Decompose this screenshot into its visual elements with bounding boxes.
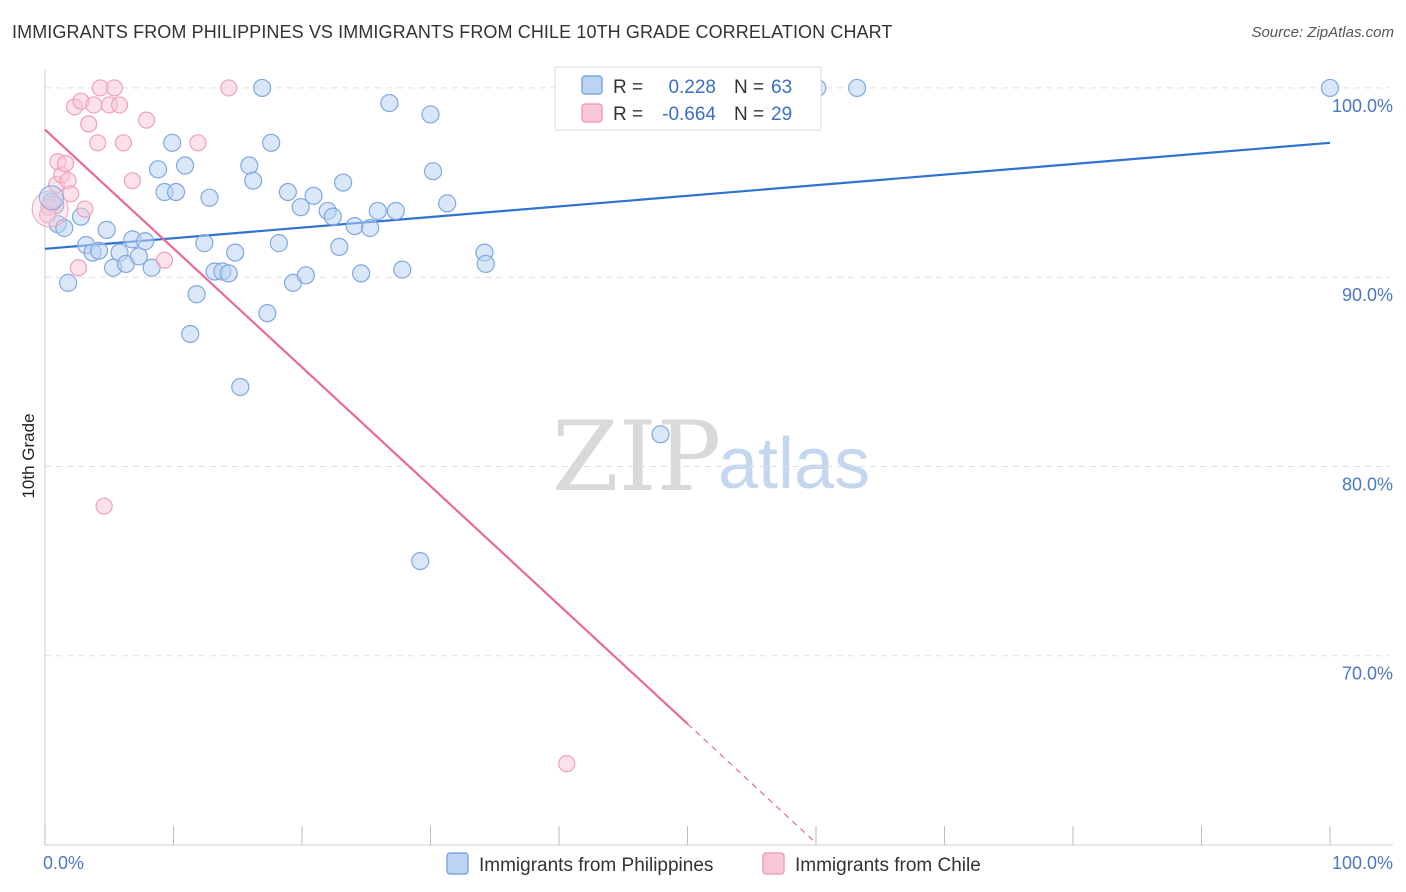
philippines-point [651,425,670,444]
philippines-cluster-point [38,185,64,211]
chile-n-value: 29 [771,104,792,125]
chile-point [85,96,103,114]
data-points [31,78,1340,773]
philippines-point [226,243,245,262]
philippines-point [361,218,380,238]
chile-point [56,155,75,173]
philippines-point [438,194,457,213]
philippines-point [296,266,315,285]
chile-point [105,79,123,97]
legend-philippines-label: Immigrants from Philippines [479,855,713,876]
philippines-point [269,234,288,253]
philippines-point [163,133,182,152]
philippines-point [278,182,297,202]
philippines-point [848,78,867,98]
y-tick-label: 100.0% [1332,96,1393,116]
philippines-point [175,156,195,175]
philippines-point [97,220,116,239]
philippines-point [368,201,387,221]
y-tick-labels: 70.0% 80.0% 90.0% 100.0% [1332,96,1393,684]
stats-legend: R = 0.228 N = 63 R = -0.664 N = 29 [554,66,822,131]
philippines-point [166,182,186,202]
chile-point [189,134,207,152]
chile-point [76,200,94,218]
philippines-point [258,304,277,323]
philippines-swatch [581,75,603,95]
chile-point [155,251,174,269]
philippines-point [262,133,281,152]
chile-point [558,755,576,773]
trendlines [44,128,1331,844]
philippines-r-label: R = [613,77,643,98]
chile-swatch [581,103,603,123]
philippines-point [345,216,364,236]
philippines-point [380,93,399,113]
chile-point [123,172,141,190]
philippines-point [244,171,263,190]
y-axis-title: 10th Grade [19,413,38,498]
philippines-point [421,105,440,124]
philippines-point [253,78,272,98]
y-tick-label: 90.0% [1342,285,1393,305]
x-tick-label-min: 0.0% [43,853,84,873]
watermark-zip: ZIP [552,401,721,513]
chile-point [69,259,88,277]
philippines-point [352,264,371,283]
philippines-point [330,237,349,257]
y-tick-label: 70.0% [1342,664,1393,684]
chile-point [137,111,156,129]
chile-r-value: -0.664 [662,104,716,125]
philippines-point [393,260,412,279]
chile-n-label: N = [734,104,764,125]
philippines-n-label: N = [734,77,764,98]
philippines-trendline [44,141,1331,250]
philippines-point [304,186,323,205]
chile-point [114,134,132,152]
philippines-point [200,188,219,207]
philippines-point [323,207,342,226]
philippines-point [219,264,238,283]
legend-chile-label: Immigrants from Chile [795,855,981,876]
philippines-point [136,232,155,251]
philippines-point [423,162,443,181]
chile-cluster-point [31,190,69,228]
legend-philippines-swatch [446,852,469,875]
y-tick-label: 80.0% [1342,474,1393,494]
chile-point [80,115,98,133]
philippines-point [142,258,161,277]
chile-point [38,206,57,224]
chart-title: IMMIGRANTS FROM PHILIPPINES VS IMMIGRANT… [12,22,893,42]
philippines-point [181,324,200,344]
philippines-n-value: 63 [771,77,792,98]
philippines-point [148,160,168,179]
source-label: Source: ZipAtlas.com [1251,24,1394,41]
x-tick-label-max: 100.0% [1332,853,1393,873]
chile-point [110,96,129,114]
chile-r-label: R = [613,104,643,125]
philippines-point [334,173,353,192]
chile-point [220,79,238,97]
philippines-point [59,273,78,292]
philippines-point [386,201,405,221]
philippines-point [195,234,214,253]
philippines-point [129,247,148,266]
chile-point [95,497,113,515]
philippines-point [187,285,206,304]
chile-trendline [44,128,689,725]
legend-chile-swatch [762,852,785,875]
philippines-point [476,254,495,274]
series-legend: Immigrants from Philippines Immigrants f… [446,852,981,876]
philippines-point [231,377,250,397]
watermark-atlas: atlas [718,424,870,504]
philippines-r-value: 0.228 [668,77,716,98]
x-tick-labels: 0.0% 100.0% [43,853,1393,873]
philippines-point [240,156,259,175]
chile-trendline-extension [687,723,817,844]
philippines-point [291,198,310,217]
chile-point [89,134,107,152]
philippines-point [1320,78,1340,98]
philippines-point [89,241,109,260]
philippines-point [411,551,430,571]
